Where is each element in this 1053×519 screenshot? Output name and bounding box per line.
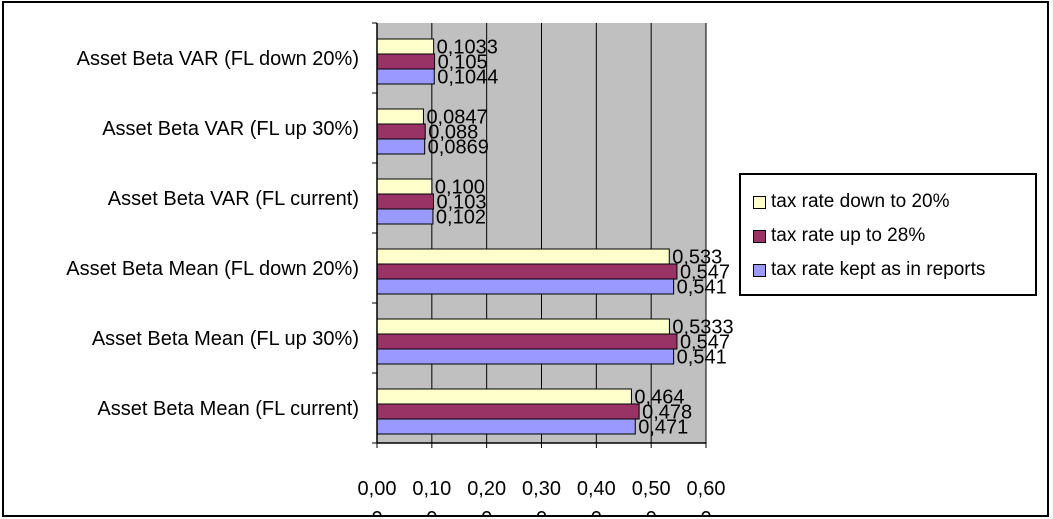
category-label-5: Asset Beta Mean (FL current)	[97, 398, 359, 420]
bar-4-1	[376, 333, 678, 350]
x-tick-label-5-line2: 0	[646, 508, 657, 515]
bar-2-1	[376, 193, 434, 210]
bar-1-2	[376, 138, 426, 155]
x-tick-label-4-line2: 0	[591, 508, 602, 515]
data-label-3-2: 0,541	[677, 277, 727, 299]
bar-3-1	[376, 263, 678, 280]
legend-swatch-2	[753, 263, 766, 277]
bar-2-2	[376, 208, 434, 225]
bar-chart: Asset Beta VAR (FL down 20%) Asset Beta V…	[66, 22, 734, 515]
x-tick-label-1: 0,10	[412, 478, 451, 500]
bar-1-0	[376, 108, 424, 125]
data-label-1-0: 0,0847	[426, 107, 487, 129]
bar-1-1	[376, 123, 426, 140]
data-label-3-0: 0,533	[672, 247, 722, 269]
bar-5-1	[376, 403, 640, 420]
x-tick-label-2: 0,20	[467, 478, 506, 500]
x-tick-label-6: 0,60	[687, 478, 726, 500]
x-tick-label-1-line2: 0	[426, 508, 437, 515]
legend-item-2: tax rate kept as in reports	[753, 256, 985, 284]
category-label-3: Asset Beta Mean (FL down 20%)	[66, 258, 359, 280]
data-label-3-1: 0,547	[680, 262, 730, 284]
x-tick-label-0-line2: 0	[371, 508, 382, 515]
bar-3-2	[376, 278, 675, 295]
category-label-4: Asset Beta Mean (FL up 30%)	[92, 328, 359, 350]
bar-4-2	[376, 348, 675, 365]
legend-label-1: tax rate up to 28%	[771, 225, 926, 246]
data-label-0-0: 0,1033	[437, 37, 498, 59]
category-label-1: Asset Beta VAR (FL up 30%)	[102, 118, 359, 140]
data-label-0-2: 0,1044	[437, 67, 498, 89]
x-tick-label-2-line2: 0	[481, 508, 492, 515]
bar-4-0	[376, 318, 670, 335]
bar-3-0	[376, 248, 670, 265]
data-label-5-1: 0,478	[642, 402, 692, 424]
x-tick-label-6-line2: 0	[700, 508, 711, 515]
data-label-1-1: 0,088	[428, 122, 478, 144]
bar-0-2	[376, 68, 435, 85]
data-label-2-0: 0,100	[435, 177, 485, 199]
data-label-4-1: 0,547	[680, 332, 730, 354]
x-tick-label-3-line2: 0	[536, 508, 547, 515]
x-tick-label-4: 0,40	[577, 478, 616, 500]
data-label-2-2: 0,102	[436, 207, 486, 229]
legend-label-2: tax rate kept as in reports	[771, 259, 986, 280]
legend-swatch-0	[753, 195, 766, 209]
bar-5-2	[376, 418, 636, 435]
category-label-0: Asset Beta VAR (FL down 20%)	[77, 48, 359, 70]
data-label-1-2: 0,0869	[428, 137, 489, 159]
legend-item-1: tax rate up to 28%	[753, 222, 925, 250]
data-label-0-1: 0,105	[438, 52, 488, 74]
data-label-5-0: 0,464	[634, 387, 684, 409]
x-tick-label-3: 0,30	[522, 478, 561, 500]
data-label-4-2: 0,541	[677, 347, 727, 369]
legend-label-0: tax rate down to 20%	[771, 191, 950, 212]
x-tick-label-0: 0,00	[358, 478, 397, 500]
data-label-2-1: 0,103	[436, 192, 486, 214]
x-tick-label-5: 0,50	[632, 478, 671, 500]
legend-item-0: tax rate down to 20%	[753, 188, 950, 216]
bar-5-0	[376, 388, 632, 405]
data-label-5-2: 0,471	[638, 417, 688, 439]
data-label-4-0: 0,5333	[672, 317, 733, 339]
legend-swatch-1	[753, 229, 766, 243]
category-label-2: Asset Beta VAR (FL current)	[108, 188, 359, 210]
bar-0-1	[376, 53, 436, 70]
legend: tax rate down to 20% tax rate up to 28% …	[739, 173, 1037, 296]
bar-0-0	[376, 38, 435, 55]
bar-2-0	[376, 178, 433, 195]
